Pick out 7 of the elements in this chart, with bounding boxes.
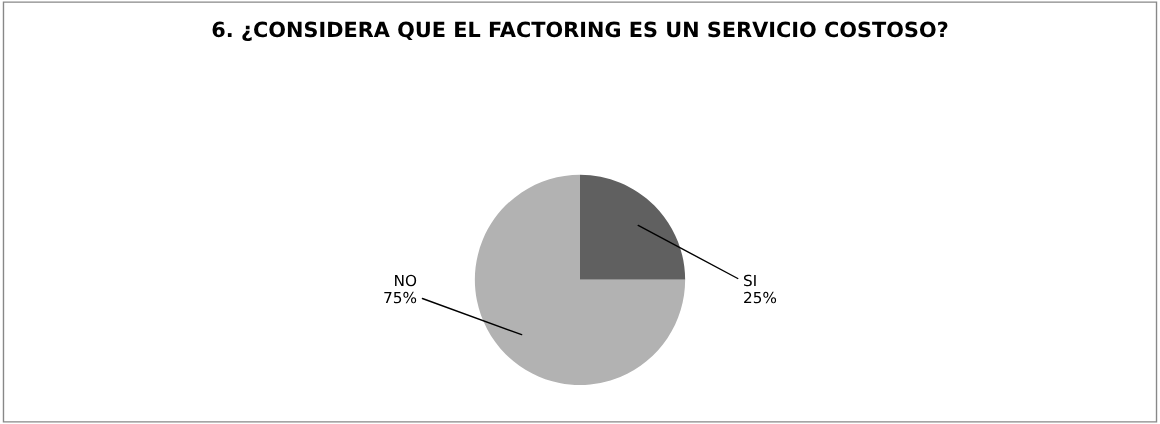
data-label: 25%: [744, 291, 777, 304]
slice-label: NO: [395, 274, 417, 287]
pie-slice: [474, 174, 686, 385]
slice-label: SI: [743, 274, 756, 287]
data-label: 75%: [384, 291, 417, 304]
pie-slice: [580, 174, 686, 280]
chart-title: 6. ¿CONSIDERA QUE EL FACTORING ES UN SERVICIO COSTOSO?: [212, 21, 948, 42]
